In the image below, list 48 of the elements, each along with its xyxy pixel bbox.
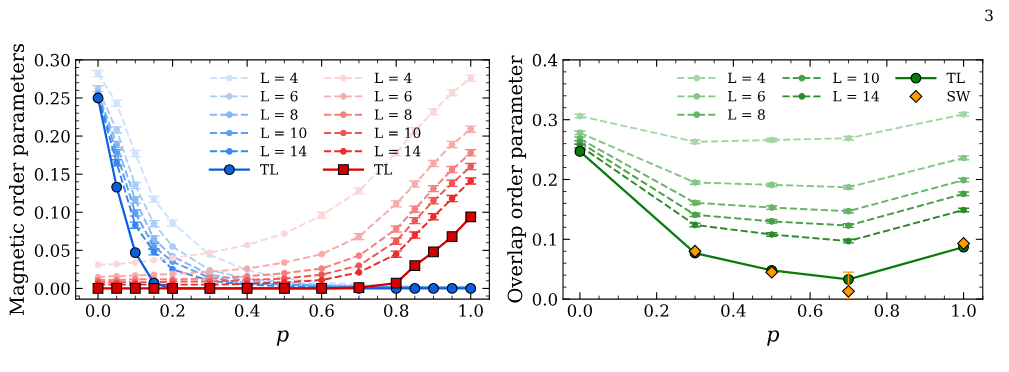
x-tick-label: 0.6: [797, 304, 823, 317]
y-tick-label: 0.00: [34, 282, 70, 295]
legend-label: L = 8: [374, 109, 412, 120]
y-tick-label: 0.0: [532, 293, 558, 306]
legend-label: TL: [946, 72, 965, 83]
legend-label: L = 8: [728, 109, 765, 120]
y-tick-label: 0.1: [532, 233, 556, 246]
y-tick-label: 0.30: [34, 53, 70, 67]
legend-label: L = 4: [374, 72, 412, 83]
legend-label: L = 4: [728, 72, 766, 83]
legend-label: L = 6: [260, 90, 298, 102]
y-tick-label: 0.15: [34, 168, 70, 181]
legend-label: L = 14: [374, 145, 421, 157]
x-tick-label: 0.0: [567, 304, 593, 317]
legend-label: L = 10: [260, 127, 307, 139]
x-tick-label: 0.6: [309, 304, 334, 317]
x-tick-label: 0.2: [160, 304, 185, 317]
y-axis-title: Magnetic order parameters: [9, 44, 29, 316]
y-tick-label: 0.2: [532, 173, 557, 187]
x-tick-label: 0.4: [721, 304, 746, 317]
text: 3: [985, 9, 993, 22]
y-tick-label: 0.10: [34, 206, 70, 219]
legend-label: L = 10: [374, 127, 421, 139]
x-tick-label: 0.4: [234, 304, 260, 317]
y-tick-label: 0.3: [532, 113, 557, 127]
x-tick-label: 0.8: [874, 304, 899, 317]
legend-label: L = 6: [374, 90, 412, 102]
y-tick-label: 0.05: [34, 244, 70, 257]
x-axis-title: p: [276, 330, 289, 346]
legend-label: L = 14: [260, 145, 307, 157]
legend-label: TL: [374, 164, 393, 175]
y-tick-label: 0.4: [532, 53, 558, 67]
legend-label: L = 8: [260, 109, 298, 120]
legend-label: SW: [947, 90, 971, 102]
legend-label: L = 10: [833, 72, 879, 84]
x-tick-label: 1.0: [952, 304, 976, 317]
y-tick-label: 0.25: [34, 91, 70, 105]
legend-label: TL: [260, 164, 279, 175]
y-tick-label: 0.20: [34, 130, 70, 143]
x-axis-title: p: [767, 330, 780, 346]
legend-label: L = 6: [728, 90, 765, 102]
x-tick-label: 1.0: [459, 304, 483, 317]
legend-label: L = 14: [833, 90, 880, 102]
x-tick-label: 0.8: [384, 304, 409, 317]
x-tick-label: 0.0: [85, 304, 111, 317]
x-tick-label: 0.2: [644, 304, 669, 317]
legend-label: L = 4: [260, 72, 298, 83]
y-axis-title: Overlap order parameter: [507, 55, 527, 303]
